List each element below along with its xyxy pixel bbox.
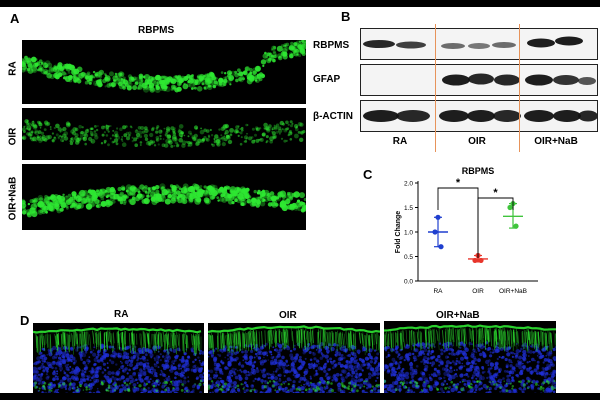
significance-bracket-oir-nab-label: * <box>493 187 498 199</box>
chart-title: RBPMS <box>462 166 495 176</box>
significance-bracket-ra-oir <box>437 187 479 258</box>
blot-group-oir-nab: OIR+NaB <box>534 136 578 147</box>
panel-c-letter: C <box>363 167 373 182</box>
blot-group-ra: RA <box>392 136 408 147</box>
y-tick-label: 0.5 <box>404 254 413 261</box>
group-divider-1 <box>435 24 436 152</box>
blot-beta-actin <box>360 100 598 132</box>
blot-rbpms <box>360 28 598 60</box>
micrograph-d-oir-nab <box>384 321 556 393</box>
chart-svg: RBPMS 0.0 0.5 1.0 1.5 2.0 Fold Change RA OIR OIR+… <box>395 166 538 295</box>
micrograph-a-ra <box>22 40 306 104</box>
x-tick-label: OIR+NaB <box>499 288 527 295</box>
panel-a-letter: A <box>10 11 20 26</box>
panel-a-title: RBPMS <box>138 25 175 36</box>
x-tick-label: OIR <box>472 288 484 295</box>
y-tick-label: 2.0 <box>404 181 413 188</box>
panel-a-row-ra: RA <box>7 61 19 76</box>
data-point <box>507 204 513 211</box>
panel-d-letter: D <box>20 313 30 328</box>
y-tick-label: 1.0 <box>404 230 413 237</box>
significance-bracket-ra-oir-label: * <box>456 177 461 189</box>
micrograph-a-oir-nab <box>22 164 306 230</box>
panel-b-letter: B <box>341 9 351 24</box>
y-axis-label: Fold Change <box>395 211 402 253</box>
blot-label-gfap: GFAP <box>313 74 341 85</box>
group-divider-2 <box>519 24 520 152</box>
panel-a-row-oir-nab: OIR+NaB <box>7 176 19 221</box>
panel-d-col-oir: OIR <box>279 310 297 321</box>
blot-label-rbpms: RBPMS <box>313 40 350 51</box>
bottom-border <box>0 393 600 400</box>
micrograph-d-ra <box>33 323 204 393</box>
blot-gfap <box>360 64 598 96</box>
data-point <box>513 223 519 229</box>
x-tick-label: RA <box>433 288 443 295</box>
micrograph-a-oir <box>22 108 306 160</box>
data-point <box>432 229 438 235</box>
significance-bracket-oir-nab <box>477 197 514 258</box>
y-tick-label: 1.5 <box>404 205 413 212</box>
blot-label-beta-actin: β-ACTIN <box>313 111 353 122</box>
fold-change-chart: RBPMS 0.0 0.5 1.0 1.5 2.0 Fold Change RA OIR OIR+… <box>370 160 570 300</box>
data-point <box>478 257 484 264</box>
data-point <box>435 214 441 220</box>
micrograph-d-oir <box>208 323 380 393</box>
blot-group-oir: OIR <box>468 136 486 147</box>
panel-a-row-oir: OIR <box>7 127 19 146</box>
data-point <box>472 257 478 264</box>
top-border <box>0 0 600 7</box>
data-point <box>438 244 444 250</box>
y-tick-label: 0.0 <box>404 279 413 286</box>
panel-d-col-oir-nab: OIR+NaB <box>436 310 480 321</box>
panel-d-col-ra: RA <box>114 309 129 320</box>
